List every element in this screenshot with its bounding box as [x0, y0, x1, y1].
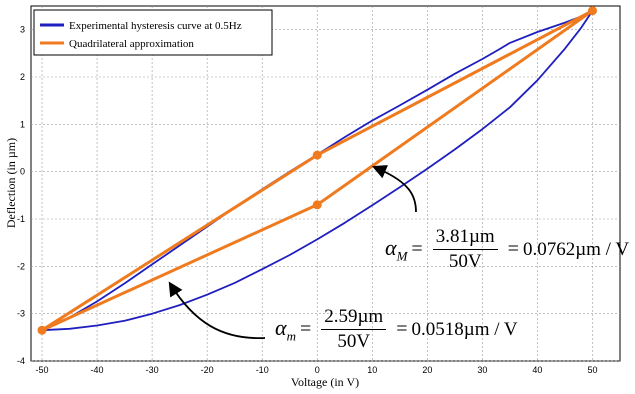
alpha-min-denominator: 50V [337, 331, 371, 352]
plot-frame [30, 5, 621, 362]
x-tick-label: 30 [477, 365, 487, 375]
x-tick-label: 40 [532, 365, 542, 375]
legend-label-experimental: Experimental hysteresis curve at 0.5Hz [69, 20, 242, 32]
y-tick-label: 2 [20, 72, 25, 82]
x-tick-label: 0 [315, 365, 320, 375]
alpha-min-numerator: 2.59µm [321, 306, 387, 330]
alpha-max-numerator: 3.81µm [432, 226, 498, 250]
annotation-arrows [168, 165, 417, 339]
quadrilateral-vertex [587, 6, 597, 16]
alpha-max-denominator: 50V [448, 251, 482, 272]
y-tick-label: 1 [20, 119, 25, 129]
y-axis-label: Deflection (in µm) [4, 138, 18, 228]
quadrilateral-vertex [37, 325, 47, 335]
x-tick-label: -20 [201, 365, 214, 375]
alpha-max-arrow [371, 165, 417, 213]
alpha-min-arrow [168, 281, 266, 339]
y-tick-labels: -4 -3 -2 -1 0 1 2 3 [17, 25, 25, 366]
alpha-min-symbol: α [275, 314, 287, 340]
alpha-max-symbol: α [385, 234, 397, 260]
y-tick-label: -2 [17, 261, 25, 271]
x-tick-label: 20 [422, 365, 432, 375]
quadrilateral-vertex [312, 150, 322, 160]
grid [31, 6, 620, 362]
x-tick-labels: -50 -40 -30 -20 -10 0 10 20 30 40 50 [36, 365, 598, 375]
series-group [37, 6, 597, 335]
x-tick-label: -30 [146, 365, 159, 375]
y-tick-label: -3 [17, 309, 25, 319]
legend-box [33, 9, 273, 56]
x-tick-label: -10 [256, 365, 269, 375]
x-tick-label: -50 [36, 365, 49, 375]
alpha-min-equation: αm = 2.59µm 50V = 0.0518µm / V [275, 306, 518, 352]
alpha-max-result: 0.0762µm / V [522, 238, 630, 260]
alpha-max-subscript: M [396, 248, 408, 264]
legend-label-quadrilateral: Quadrilateral approximation [69, 38, 194, 50]
y-tick-label: 3 [20, 25, 25, 35]
alpha-min-result: 0.0518µm / V [411, 318, 518, 340]
x-tick-label: 50 [587, 365, 597, 375]
x-tick-label: 10 [367, 365, 377, 375]
y-tick-label: -1 [17, 214, 25, 224]
y-tick-label: 0 [20, 167, 25, 177]
legend: Experimental hysteresis curve at 0.5Hz Q… [33, 9, 273, 56]
y-tick-label: -4 [17, 356, 25, 366]
x-tick-label: -40 [91, 365, 104, 375]
x-axis-label: Voltage (in V) [291, 375, 359, 389]
quadrilateral-vertex [312, 200, 322, 210]
alpha-max-equation: αM = 3.81µm 50V = 0.0762µm / V [385, 226, 630, 272]
alpha-min-subscript: m [286, 328, 296, 344]
